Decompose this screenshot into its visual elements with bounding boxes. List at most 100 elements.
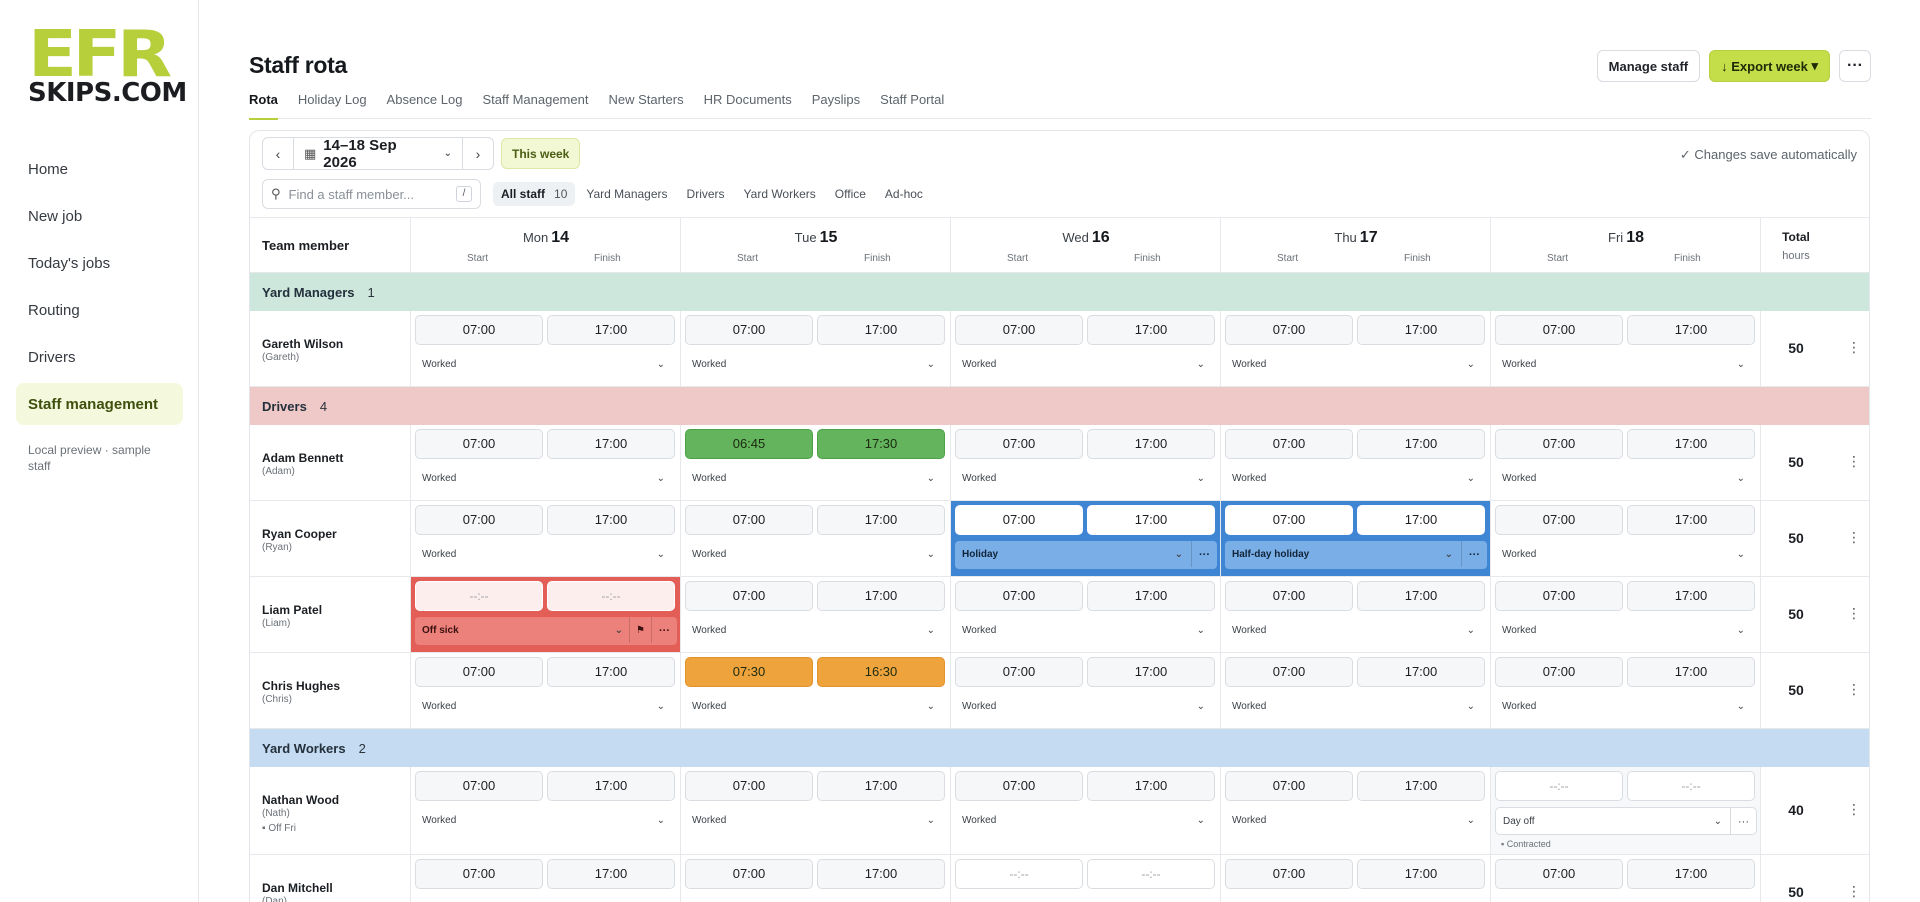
shift-status-select[interactable]: Worked⌄	[955, 617, 1217, 645]
more-options-icon[interactable]: ···	[1730, 808, 1756, 834]
row-menu-icon[interactable]: ⋮	[1847, 605, 1861, 621]
finish-time-input[interactable]: 17:00	[1357, 581, 1485, 611]
shift-status-select[interactable]: Worked⌄	[955, 693, 1217, 721]
filter-chip-ad-hoc[interactable]: Ad-hoc	[877, 182, 931, 206]
flag-icon[interactable]: ⚑	[629, 617, 651, 643]
finish-time-input[interactable]: 17:00	[1357, 315, 1485, 345]
finish-time-input[interactable]: 17:00	[1087, 657, 1215, 687]
finish-time-input[interactable]: 17:00	[547, 429, 675, 459]
start-time-input[interactable]: 07:00	[955, 429, 1083, 459]
staff-search-input[interactable]: ⚲ Find a staff member... /	[262, 179, 481, 209]
start-time-input[interactable]: 07:00	[415, 505, 543, 535]
start-time-input[interactable]: 07:00	[1225, 859, 1353, 889]
start-time-input[interactable]: 07:00	[1495, 657, 1623, 687]
shift-status-select[interactable]: Worked⌄	[1225, 351, 1487, 379]
finish-time-input[interactable]: --:--	[1087, 859, 1215, 889]
start-time-input[interactable]: --:--	[415, 581, 543, 611]
shift-status-select[interactable]: Worked⌄	[1495, 465, 1757, 493]
shift-status-select[interactable]: Worked⌄	[1225, 895, 1487, 902]
finish-time-input[interactable]: 17:00	[1627, 505, 1755, 535]
finish-time-input[interactable]: 17:00	[547, 315, 675, 345]
next-week-button[interactable]: ›	[463, 138, 493, 169]
shift-status-select[interactable]: Worked⌄	[955, 895, 1217, 902]
start-time-input[interactable]: 06:45	[685, 429, 813, 459]
staff-name[interactable]: Ryan Cooper	[262, 527, 337, 541]
start-time-input[interactable]: 07:00	[415, 859, 543, 889]
finish-time-input[interactable]: 17:00	[1087, 505, 1215, 535]
start-time-input[interactable]: 07:30	[685, 657, 813, 687]
shift-status-select[interactable]: Worked⌄	[1495, 895, 1757, 902]
shift-status-select[interactable]: Holiday ⌄ ···	[955, 541, 1217, 569]
staff-name[interactable]: Liam Patel	[262, 603, 323, 617]
staff-name[interactable]: Gareth Wilson	[262, 337, 344, 351]
finish-time-input[interactable]: 17:00	[1627, 429, 1755, 459]
shift-status-select[interactable]: Half-day holiday ⌄ ···	[1225, 541, 1487, 569]
shift-status-select[interactable]: Worked⌄	[685, 465, 947, 493]
start-time-input[interactable]: 07:00	[955, 771, 1083, 801]
finish-time-input[interactable]: 17:00	[1357, 657, 1485, 687]
shift-status-select[interactable]: Worked⌄	[415, 541, 677, 569]
shift-status-select[interactable]: Worked⌄	[1225, 807, 1487, 835]
start-time-input[interactable]: 07:00	[955, 505, 1083, 535]
staff-name[interactable]: Nathan Wood	[262, 793, 340, 807]
shift-status-select[interactable]: Worked⌄	[1495, 351, 1757, 379]
shift-status-select[interactable]: Worked⌄	[955, 807, 1217, 835]
finish-time-input[interactable]: 17:00	[1357, 859, 1485, 889]
shift-status-select[interactable]: Worked⌄	[685, 807, 947, 835]
finish-time-input[interactable]: 17:00	[1087, 429, 1215, 459]
finish-time-input[interactable]: 17:00	[817, 315, 945, 345]
finish-time-input[interactable]: --:--	[547, 581, 675, 611]
start-time-input[interactable]: 07:00	[1495, 581, 1623, 611]
finish-time-input[interactable]: 17:30	[817, 429, 945, 459]
efr-logo[interactable]: EFR SKIPS.COM	[28, 23, 187, 110]
tab-absence-log[interactable]: Absence Log	[386, 92, 463, 107]
week-range-picker[interactable]: ▦ 14–18 Sep 2026 ⌄	[293, 138, 463, 169]
filter-chip-yard-workers[interactable]: Yard Workers	[736, 182, 824, 206]
previous-week-button[interactable]: ‹	[263, 138, 293, 169]
sidebar-item-home[interactable]: Home	[28, 160, 69, 178]
row-menu-icon[interactable]: ⋮	[1847, 883, 1861, 899]
shift-status-select[interactable]: Worked⌄	[1225, 693, 1487, 721]
start-time-input[interactable]: 07:00	[955, 315, 1083, 345]
finish-time-input[interactable]: 17:00	[817, 505, 945, 535]
shift-status-select[interactable]: Worked⌄	[685, 693, 947, 721]
start-time-input[interactable]: 07:00	[955, 657, 1083, 687]
shift-status-select[interactable]: Worked⌄	[415, 465, 677, 493]
row-menu-icon[interactable]: ⋮	[1847, 453, 1861, 469]
start-time-input[interactable]: 07:00	[1495, 429, 1623, 459]
shift-status-select[interactable]: Worked⌄	[685, 617, 947, 645]
tab-rota[interactable]: Rota	[249, 92, 278, 120]
this-week-button[interactable]: This week	[501, 138, 581, 169]
finish-time-input[interactable]: --:--	[1627, 771, 1755, 801]
finish-time-input[interactable]: 17:00	[547, 771, 675, 801]
more-options-icon[interactable]: ···	[1461, 541, 1487, 567]
shift-status-select[interactable]: Worked⌄	[685, 351, 947, 379]
start-time-input[interactable]: --:--	[1495, 771, 1623, 801]
start-time-input[interactable]: 07:00	[415, 429, 543, 459]
finish-time-input[interactable]: 17:00	[1357, 429, 1485, 459]
start-time-input[interactable]: 07:00	[1225, 429, 1353, 459]
start-time-input[interactable]: 07:00	[1225, 771, 1353, 801]
more-options-icon[interactable]: ···	[1191, 541, 1217, 567]
shift-status-select[interactable]: Worked⌄	[685, 895, 947, 902]
start-time-input[interactable]: 07:00	[685, 505, 813, 535]
filter-chip-drivers[interactable]: Drivers	[679, 182, 733, 206]
shift-status-select[interactable]: Worked⌄	[1495, 617, 1757, 645]
start-time-input[interactable]: 07:00	[415, 771, 543, 801]
finish-time-input[interactable]: 17:00	[1357, 771, 1485, 801]
finish-time-input[interactable]: 17:00	[817, 581, 945, 611]
tab-holiday-log[interactable]: Holiday Log	[297, 92, 367, 107]
more-options-icon[interactable]: ···	[651, 617, 677, 643]
start-time-input[interactable]: 07:00	[415, 657, 543, 687]
row-menu-icon[interactable]: ⋮	[1847, 681, 1861, 697]
filter-chip-office[interactable]: Office	[827, 182, 874, 206]
sidebar-item-today-s-jobs[interactable]: Today's jobs	[28, 254, 111, 272]
start-time-input[interactable]: 07:00	[1495, 859, 1623, 889]
finish-time-input[interactable]: 17:00	[1627, 859, 1755, 889]
row-menu-icon[interactable]: ⋮	[1847, 339, 1861, 355]
start-time-input[interactable]: 07:00	[685, 771, 813, 801]
start-time-input[interactable]: 07:00	[1225, 315, 1353, 345]
finish-time-input[interactable]: 17:00	[1357, 505, 1485, 535]
start-time-input[interactable]: 07:00	[1225, 581, 1353, 611]
staff-name[interactable]: Chris Hughes	[262, 679, 341, 693]
